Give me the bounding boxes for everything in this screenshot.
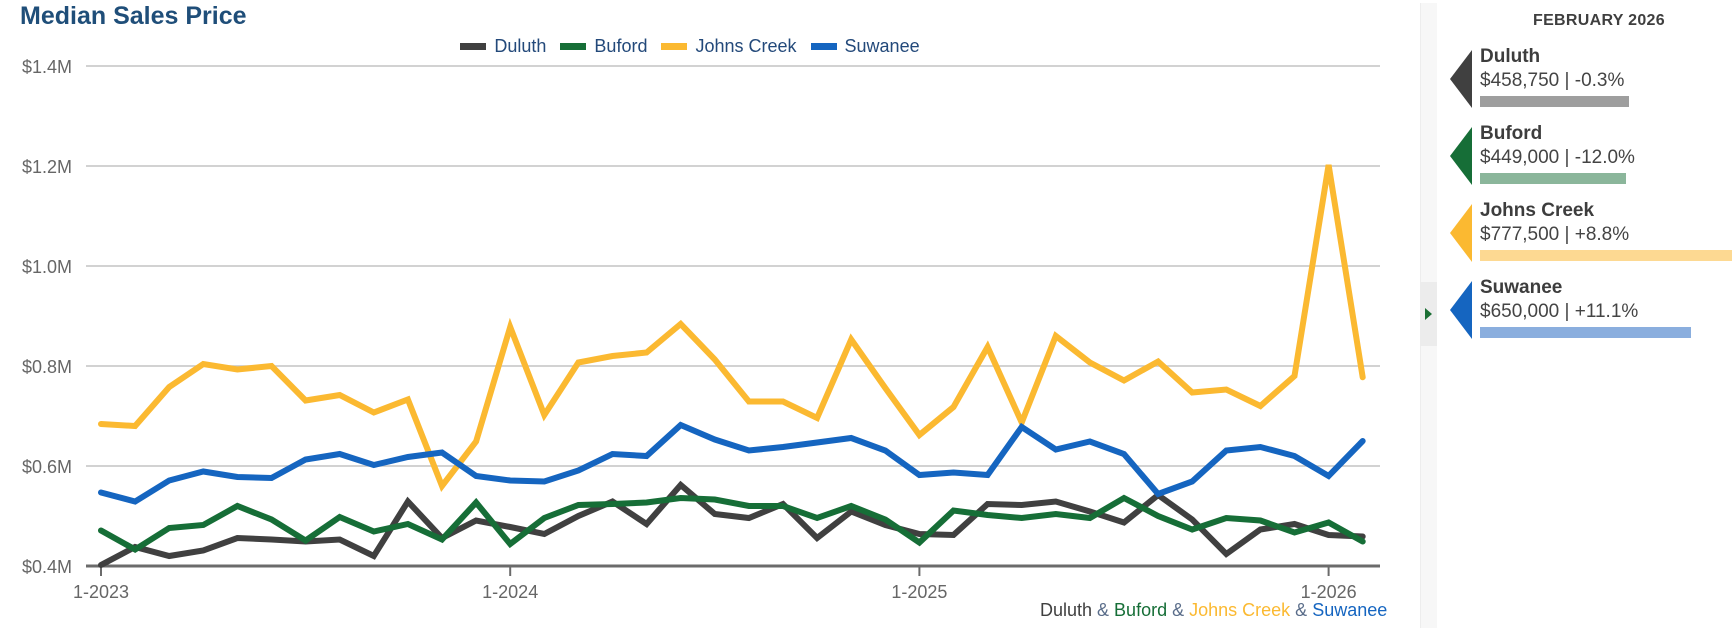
legend-swatch-suwanee <box>810 43 837 50</box>
card-name: Johns Creek <box>1480 200 1595 221</box>
caption-johns-creek: Johns Creek <box>1189 600 1291 620</box>
summary-card-johns-creek[interactable]: Johns Creek $777,500 | +8.8% <box>1450 200 1732 266</box>
y-tick-label: $0.6M <box>22 457 72 477</box>
legend-label: Johns Creek <box>695 36 797 56</box>
y-tick-label: $1.4M <box>22 57 72 77</box>
card-stat: $449,000 | -12.0% <box>1480 147 1635 168</box>
pointer-arrow-icon <box>1450 127 1472 185</box>
pointer-arrow-icon <box>1450 50 1472 108</box>
value-bar <box>1480 327 1691 338</box>
value-bar <box>1480 173 1626 184</box>
y-tick-label: $0.4M <box>22 557 72 577</box>
chart-title: Median Sales Price <box>20 2 247 30</box>
y-tick-label: $1.2M <box>22 157 72 177</box>
series-line-duluth <box>98 480 1366 568</box>
chart-caption: Duluth & Buford & Johns Creek & Suwanee <box>1040 600 1387 621</box>
card-stat: $777,500 | +8.8% <box>1480 224 1630 245</box>
summary-card-suwanee[interactable]: Suwanee $650,000 | +11.1% <box>1450 277 1732 343</box>
x-tick-label: 1-2024 <box>482 582 538 602</box>
panel-title: FEBRUARY 2026 <box>1533 12 1665 29</box>
legend-label: Buford <box>594 36 648 56</box>
x-tick-label: 1-2023 <box>73 582 129 602</box>
card-name: Buford <box>1480 123 1543 144</box>
caption-sep: & <box>1167 600 1190 620</box>
chart-legend: Duluth Buford Johns Creek Suwanee <box>0 36 1380 57</box>
caption-sep: & <box>1290 600 1313 620</box>
summary-card-duluth[interactable]: Duluth $458,750 | -0.3% <box>1450 46 1732 112</box>
caret-right-icon <box>1425 308 1432 320</box>
legend-item-duluth[interactable]: Duluth <box>460 36 546 57</box>
line-chart: $0.4M $0.6M $0.8M $1.0M $1.2M $1.4M 1-2023 1-20… <box>22 57 1380 602</box>
legend-item-johns-creek[interactable]: Johns Creek <box>661 36 797 57</box>
legend-swatch-buford <box>560 43 587 50</box>
y-tick-label: $1.0M <box>22 257 72 277</box>
series-line-buford <box>98 494 1366 553</box>
panel-toggle-button[interactable] <box>1420 282 1437 346</box>
y-tick-label: $0.8M <box>22 357 72 377</box>
value-bar <box>1480 96 1629 107</box>
legend-label: Suwanee <box>844 36 920 56</box>
series-line-johns-creek <box>98 164 1366 493</box>
pointer-arrow-icon <box>1450 281 1472 339</box>
caption-duluth: Duluth <box>1040 600 1093 620</box>
legend-item-buford[interactable]: Buford <box>560 36 647 57</box>
caption-suwanee: Suwanee <box>1312 600 1388 620</box>
series-line-suwanee <box>98 421 1366 505</box>
caption-sep: & <box>1092 600 1115 620</box>
legend-label: Duluth <box>494 36 547 56</box>
x-tick-label: 1-2026 <box>1301 582 1357 602</box>
value-bar <box>1480 250 1732 261</box>
legend-swatch-duluth <box>460 43 487 50</box>
caption-buford: Buford <box>1114 600 1168 620</box>
card-stat: $458,750 | -0.3% <box>1480 70 1625 91</box>
summary-card-buford[interactable]: Buford $449,000 | -12.0% <box>1450 123 1732 189</box>
legend-item-suwanee[interactable]: Suwanee <box>810 36 920 57</box>
card-name: Duluth <box>1480 46 1541 67</box>
card-name: Suwanee <box>1480 277 1563 298</box>
x-tick-label: 1-2025 <box>891 582 947 602</box>
card-stat: $650,000 | +11.1% <box>1480 301 1639 322</box>
pointer-arrow-icon <box>1450 204 1472 262</box>
legend-swatch-johns-creek <box>661 43 688 50</box>
